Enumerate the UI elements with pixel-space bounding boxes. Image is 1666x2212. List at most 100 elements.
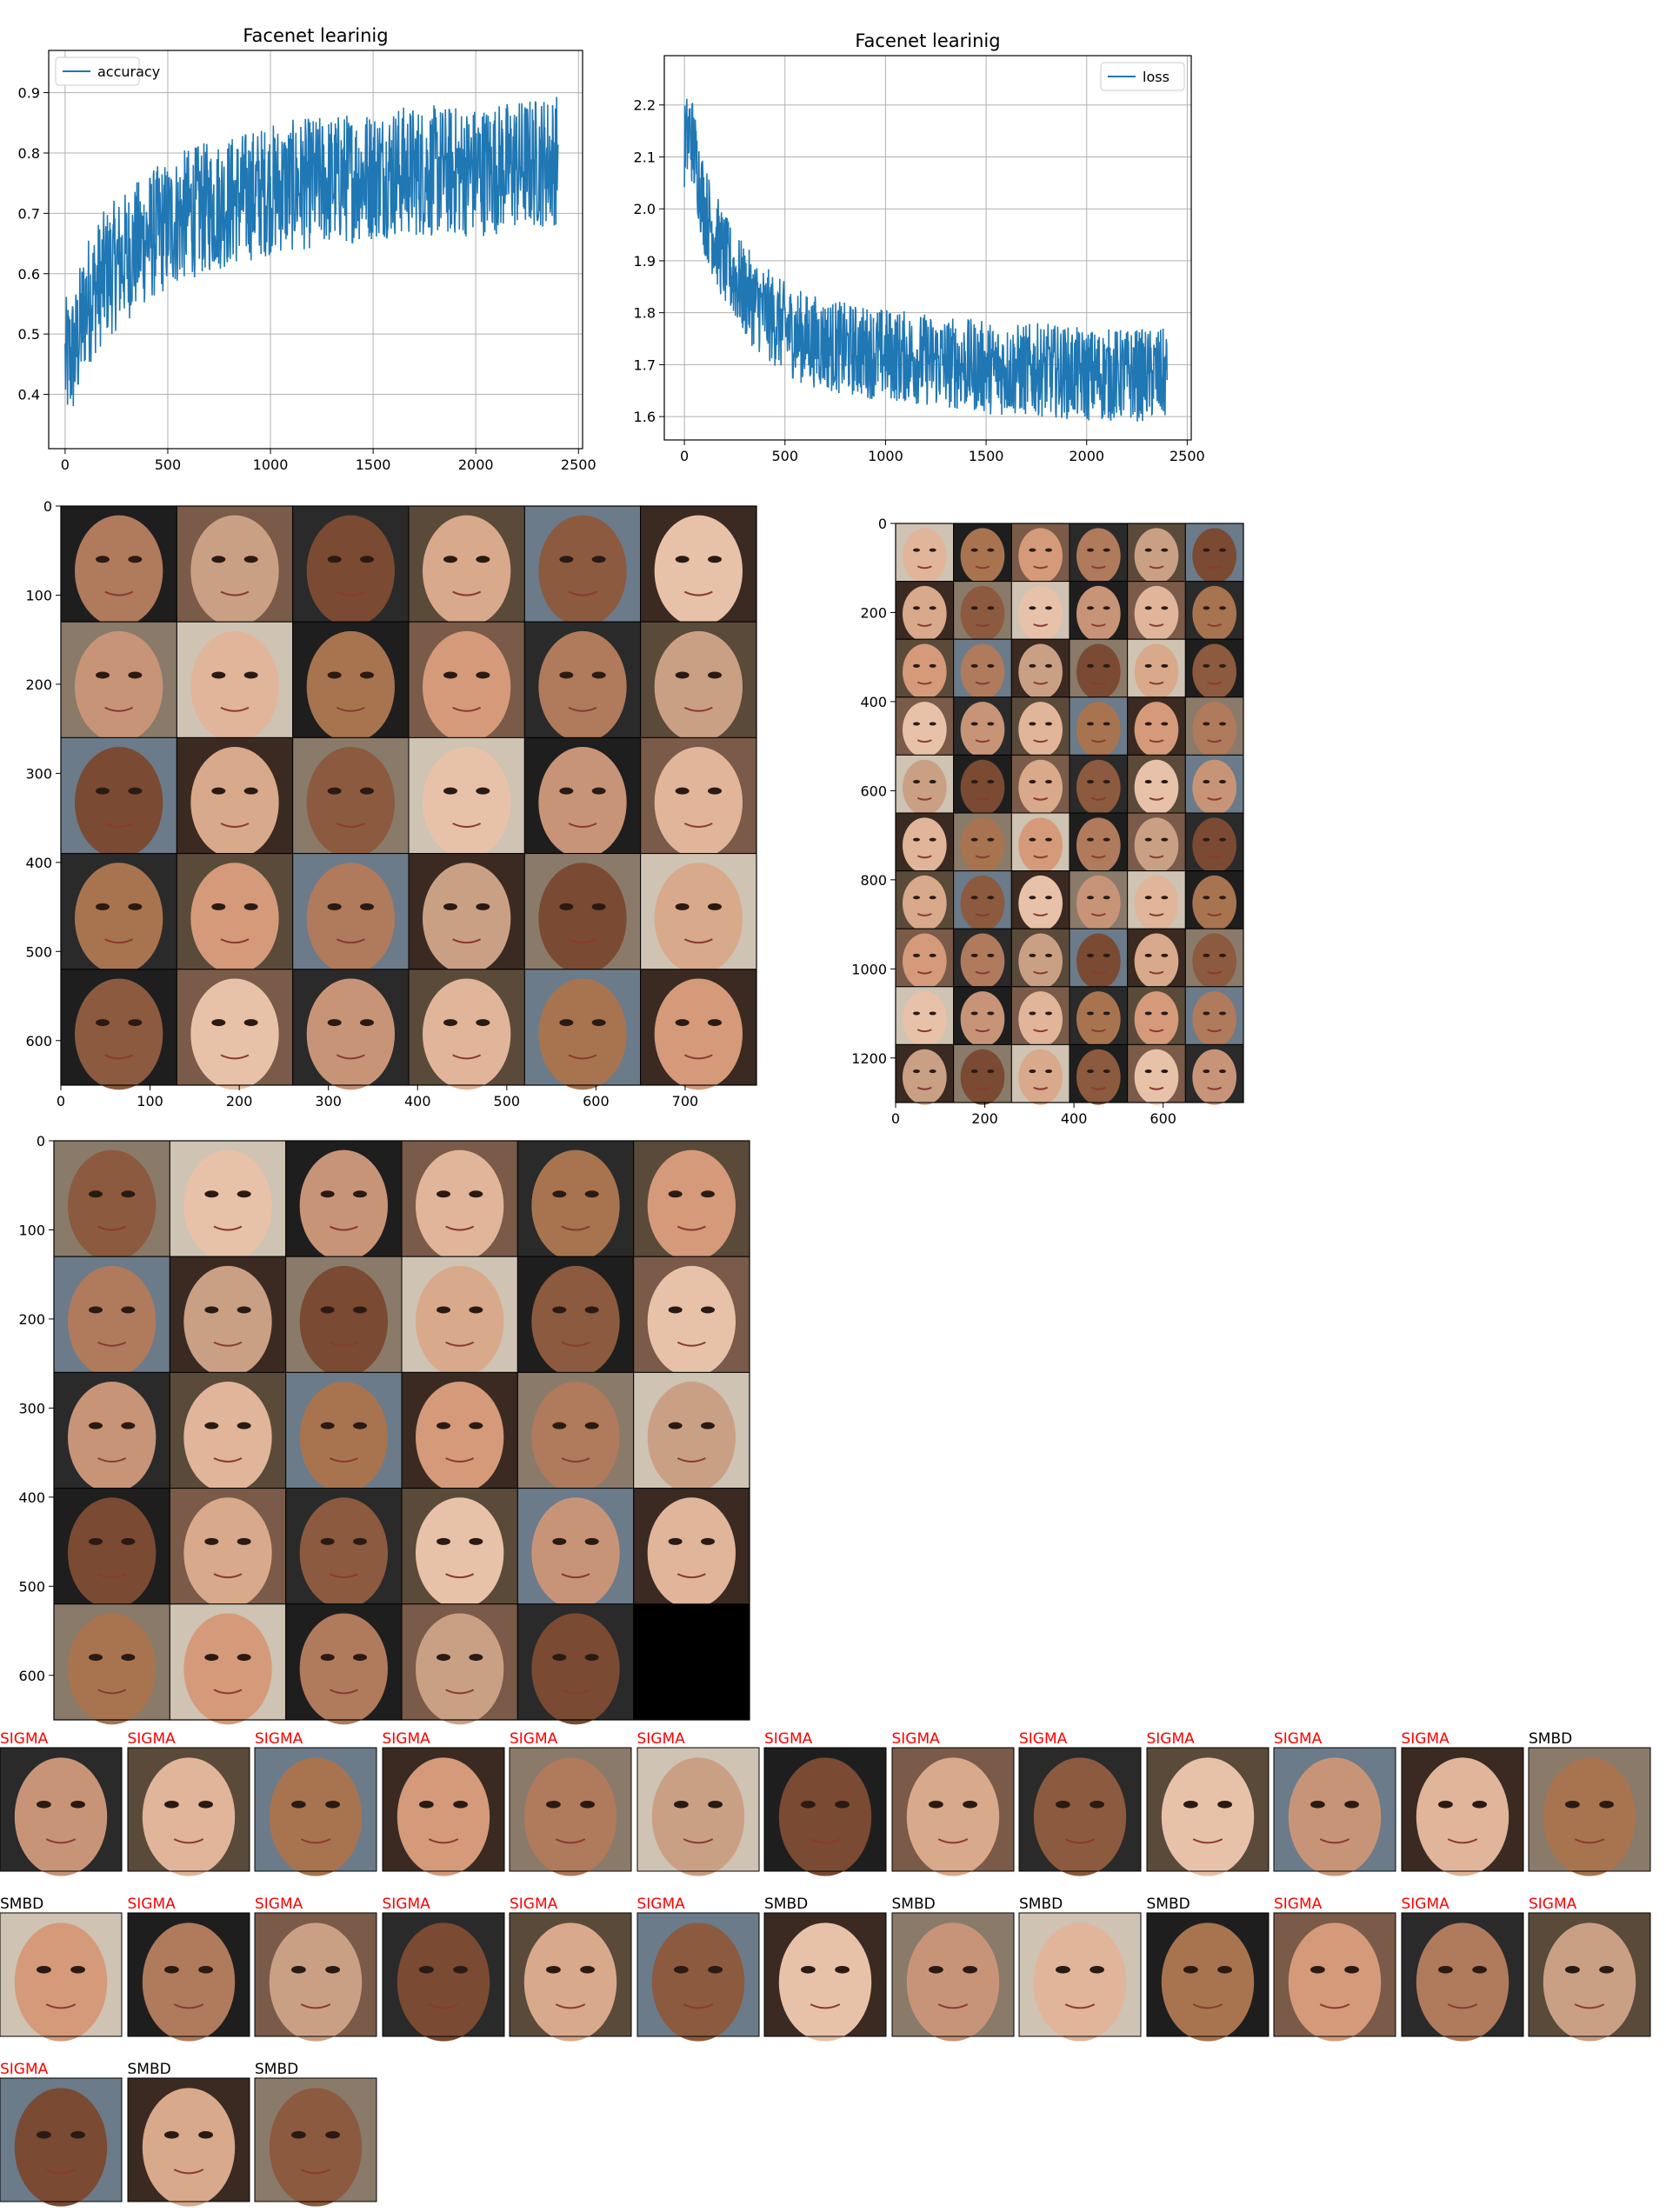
tile-border [1146, 1747, 1269, 1872]
eye-left [320, 1537, 335, 1545]
face-shape [903, 643, 947, 700]
mouth [300, 2003, 331, 2009]
mouth [1207, 912, 1223, 916]
face-shape [1018, 991, 1063, 1048]
face-tile [953, 581, 1012, 642]
face-shape [1076, 759, 1121, 816]
labeled-face-image [1528, 1912, 1651, 2042]
eye-left [559, 1019, 574, 1027]
tile-border [509, 1747, 632, 1872]
mouth [329, 1225, 358, 1231]
mouth [336, 706, 365, 712]
mouth [1447, 2003, 1477, 2009]
eye-right [1219, 663, 1226, 668]
face-tile [891, 1747, 1014, 1876]
eye-left [163, 2131, 179, 2139]
face-shape [1134, 991, 1179, 1048]
face-shape [68, 1149, 157, 1262]
face-label: SIGMA [764, 1730, 813, 1748]
mouth [1319, 2003, 1350, 2009]
eye-left [546, 1801, 561, 1809]
eye-left [1087, 837, 1094, 842]
y-tick-label: 100 [25, 587, 52, 603]
eye-left [970, 722, 978, 726]
eye-right [237, 1654, 251, 1662]
face-label: SMBD [127, 2061, 171, 2078]
face-shape [651, 1757, 744, 1876]
mouth [1149, 565, 1164, 570]
face-tile [1184, 870, 1244, 931]
eye-left [1029, 722, 1036, 726]
face-tile [401, 1371, 518, 1493]
face-tile [953, 638, 1012, 700]
mouth [1149, 1029, 1164, 1033]
face-shape [1018, 1049, 1063, 1105]
face-tile [1069, 1043, 1129, 1105]
eye-left [211, 671, 226, 679]
eye-right [197, 1801, 213, 1809]
tile-border [127, 1912, 250, 2037]
face-shape [306, 630, 396, 743]
face-shape [190, 515, 279, 627]
face-shape [183, 1149, 272, 1262]
eye-right [476, 903, 490, 910]
eye-left [320, 1422, 335, 1429]
face-shape [647, 1497, 736, 1609]
labeled-face-image [0, 1912, 123, 2042]
mouth [975, 681, 990, 685]
mouth [1207, 739, 1223, 743]
eye-left [418, 1966, 434, 1974]
mouth [916, 1086, 932, 1090]
eye-right [584, 1654, 599, 1662]
eye-left [436, 1190, 450, 1198]
mouth [683, 2003, 713, 2009]
eye-right [476, 1019, 490, 1027]
eye-left [1203, 663, 1210, 668]
face-tile [523, 621, 642, 743]
eye-left [327, 1019, 342, 1027]
x-tick-label: 2500 [1170, 448, 1205, 464]
face-shape [1543, 1922, 1636, 2042]
y-tick-label: 600 [18, 1668, 45, 1684]
face-shape [1076, 702, 1121, 758]
eye-left [552, 1306, 567, 1314]
face-shape [960, 528, 1005, 584]
tile-border [0, 1747, 123, 1872]
y-tick-label: 200 [860, 604, 887, 621]
mouth [1207, 796, 1223, 801]
eye-right [360, 787, 374, 795]
face-shape [523, 1922, 617, 2042]
eye-left [320, 1306, 335, 1314]
face-tile [169, 1371, 287, 1493]
eye-right [469, 1654, 483, 1662]
tile-border [1528, 1912, 1651, 2037]
labeled-face-image [763, 1912, 887, 2042]
face-tile [169, 1603, 287, 1725]
eye-left [1203, 896, 1210, 900]
tile-border [0, 2077, 123, 2202]
eye-right [929, 606, 936, 610]
eye-right [1045, 663, 1052, 668]
face-label: SMBD [764, 1896, 809, 1913]
eye-right [243, 787, 258, 795]
face-shape [14, 2088, 108, 2207]
mouth [683, 590, 713, 596]
eye-left [668, 1422, 683, 1429]
eye-right [360, 671, 374, 679]
eye-left [1029, 548, 1036, 552]
face-shape [1192, 817, 1236, 874]
mouth [1149, 796, 1164, 801]
face-shape [190, 630, 279, 743]
eye-right [1045, 722, 1052, 726]
mouth [329, 1573, 358, 1579]
eye-left [970, 663, 978, 668]
face-shape [1076, 991, 1121, 1048]
face-tile [1069, 754, 1129, 816]
x-tick-label: 600 [1150, 1110, 1176, 1127]
blank-tile [633, 1603, 750, 1720]
eye-right [1161, 722, 1169, 726]
face-tile [1010, 581, 1070, 642]
eye-right [835, 1801, 850, 1809]
eye-left [675, 1019, 690, 1027]
face-tile [1184, 928, 1244, 989]
